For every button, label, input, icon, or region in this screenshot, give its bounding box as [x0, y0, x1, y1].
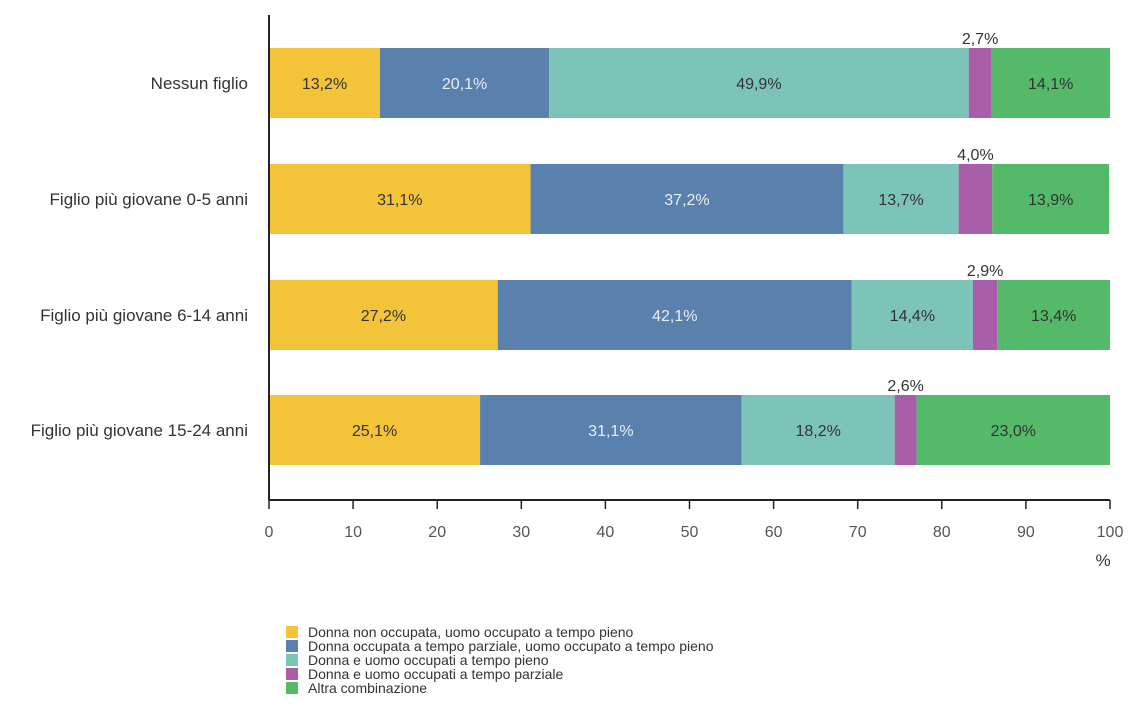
- bar-segment: [269, 48, 381, 118]
- bar-segment: [972, 280, 998, 350]
- bar-segment: [958, 164, 993, 234]
- data-label: 13,2%: [302, 76, 347, 93]
- bar-segment: [269, 395, 481, 465]
- bar-segment: [741, 395, 895, 465]
- legend-swatch: [286, 640, 298, 652]
- data-label: 37,2%: [664, 192, 709, 209]
- legend-swatch: [286, 668, 298, 680]
- category-label: Figlio più giovane 15-24 anni: [31, 421, 248, 440]
- x-tick-label: 10: [344, 524, 362, 541]
- data-label: 42,1%: [652, 308, 697, 325]
- legend: Donna non occupata, uomo occupato a temp…: [286, 625, 714, 695]
- data-label: 2,9%: [967, 263, 1003, 280]
- x-tick-label: 30: [512, 524, 530, 541]
- legend-label: Donna e uomo occupati a tempo pieno: [308, 652, 549, 668]
- legend-swatch: [286, 682, 298, 694]
- bar-segment: [549, 48, 969, 118]
- bar-segment: [851, 280, 973, 350]
- legend-label: Donna non occupata, uomo occupato a temp…: [308, 624, 634, 640]
- legend-item: Donna e uomo occupati a tempo parziale: [286, 667, 714, 681]
- bar-segment: [916, 395, 1110, 465]
- bar-segment: [269, 280, 498, 350]
- data-label: 49,9%: [736, 76, 781, 93]
- data-label: 13,7%: [878, 192, 923, 209]
- x-tick-label: 50: [681, 524, 699, 541]
- legend-item: Altra combinazione: [286, 681, 714, 695]
- legend-swatch: [286, 626, 298, 638]
- x-tick-label: 40: [597, 524, 615, 541]
- category-label: Figlio più giovane 0-5 anni: [50, 190, 248, 209]
- data-label: 13,9%: [1028, 192, 1073, 209]
- x-tick-label: 100: [1097, 524, 1124, 541]
- x-tick-label: 60: [765, 524, 783, 541]
- x-tick-label: 20: [428, 524, 446, 541]
- x-tick-label: 70: [849, 524, 867, 541]
- category-labels-group: Nessun figlio Figlio più giovane 0-5 anni…: [31, 74, 248, 440]
- data-label: 31,1%: [588, 423, 633, 440]
- x-axis-unit-label: %: [1095, 551, 1110, 570]
- bar-segment: [530, 164, 844, 234]
- bar-segment: [269, 164, 531, 234]
- x-tick-label: 0: [265, 524, 274, 541]
- data-label: 14,4%: [890, 308, 935, 325]
- legend-item: Donna non occupata, uomo occupato a temp…: [286, 625, 714, 639]
- legend-label: Altra combinazione: [308, 680, 428, 696]
- x-tick-label: 80: [933, 524, 951, 541]
- data-label: 18,2%: [795, 423, 840, 440]
- stacked-bar-chart: 13,2% 20,1% 49,9% 2,7% 14,1% 31,1% 37,2% 13,7% 4…: [31, 15, 1124, 570]
- bars-group: [269, 48, 1110, 465]
- data-label: 31,1%: [377, 192, 422, 209]
- data-label: 27,2%: [361, 308, 406, 325]
- category-label: Nessun figlio: [151, 74, 248, 93]
- legend-swatch: [286, 654, 298, 666]
- category-label: Figlio più giovane 6-14 anni: [40, 306, 248, 325]
- bar-segment: [380, 48, 550, 118]
- bar-segment: [843, 164, 959, 234]
- data-label: 2,6%: [887, 378, 923, 395]
- bar-segment: [968, 48, 992, 118]
- data-label: 2,7%: [962, 31, 998, 48]
- data-label: 25,1%: [352, 423, 397, 440]
- data-label: 4,0%: [957, 147, 993, 164]
- data-label: 13,4%: [1031, 308, 1076, 325]
- bar-segment: [497, 280, 852, 350]
- data-label: 14,1%: [1028, 76, 1073, 93]
- x-axis: 0 10 20 30 40 50 60 70 80 90 100: [265, 15, 1124, 541]
- legend-item: Donna occupata a tempo parziale, uomo oc…: [286, 639, 714, 653]
- bar-segment: [894, 395, 917, 465]
- legend-label: Donna occupata a tempo parziale, uomo oc…: [308, 638, 714, 654]
- bar-segment: [991, 48, 1110, 118]
- bar-segment: [992, 164, 1110, 234]
- legend-label: Donna e uomo occupati a tempo parziale: [308, 666, 564, 682]
- legend-item: Donna e uomo occupati a tempo pieno: [286, 653, 714, 667]
- data-label: 20,1%: [442, 76, 487, 93]
- data-labels-group: 13,2% 20,1% 49,9% 2,7% 14,1% 31,1% 37,2% 13,7% 4…: [302, 31, 1077, 440]
- data-label: 23,0%: [991, 423, 1036, 440]
- bar-segment: [997, 280, 1110, 350]
- x-tick-label: 90: [1017, 524, 1035, 541]
- bar-segment: [480, 395, 742, 465]
